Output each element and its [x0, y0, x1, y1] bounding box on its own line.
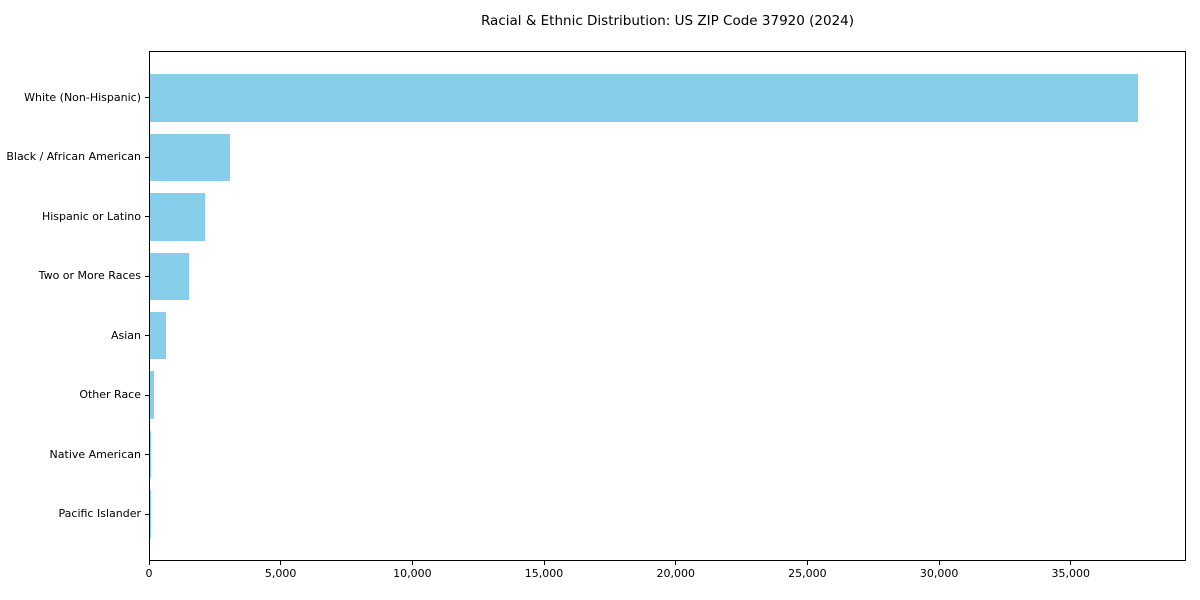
x-tick-label: 5,000 — [264, 567, 297, 580]
x-tick-mark — [1070, 561, 1072, 565]
y-tick-mark — [145, 335, 149, 337]
plot-area — [149, 51, 1186, 561]
x-tick-mark — [411, 561, 413, 565]
y-tick-mark — [145, 394, 149, 396]
y-tick-mark — [145, 454, 149, 456]
category-label-native-american: Native American — [49, 447, 141, 461]
bar-asian — [150, 311, 166, 360]
y-tick-mark — [145, 97, 149, 99]
x-tick-mark — [675, 561, 677, 565]
x-tick-mark — [938, 561, 940, 565]
x-tick-label: 10,000 — [393, 567, 432, 580]
bar-two-or-more-races — [150, 252, 189, 301]
x-tick-mark — [543, 561, 545, 565]
category-label-two-or-more-races: Two or More Races — [38, 269, 141, 283]
category-label-pacific-islander: Pacific Islander — [58, 507, 141, 521]
x-tick-mark — [280, 561, 282, 565]
bar-hispanic-or-latino — [150, 193, 206, 241]
bar-white-non-hispanic — [150, 74, 1138, 122]
x-tick-label: 0 — [145, 567, 153, 580]
bar-other-race — [150, 371, 154, 419]
category-label-hispanic-or-latino: Hispanic or Latino — [41, 209, 141, 223]
category-label-asian: Asian — [110, 328, 141, 342]
category-label-other-race: Other Race — [79, 388, 141, 402]
bar-black-african-american — [150, 133, 231, 182]
x-tick-label: 25,000 — [788, 567, 827, 580]
x-tick-mark — [148, 561, 150, 565]
category-label-white-non-hispanic: White (Non-Hispanic) — [24, 90, 141, 104]
x-tick-label: 15,000 — [524, 567, 564, 580]
category-label-black-african-american: Black / African American — [6, 150, 141, 164]
y-tick-mark — [145, 275, 149, 277]
y-tick-mark — [145, 216, 149, 218]
x-tick-label: 30,000 — [919, 567, 959, 580]
chart-title: Racial & Ethnic Distribution: US ZIP Cod… — [480, 13, 855, 29]
x-tick-label: 20,000 — [656, 567, 695, 580]
x-tick-mark — [806, 561, 808, 565]
x-tick-label: 35,000 — [1051, 567, 1091, 580]
y-tick-mark — [145, 156, 149, 158]
bar-native-american — [150, 430, 152, 479]
y-tick-mark — [145, 513, 149, 515]
